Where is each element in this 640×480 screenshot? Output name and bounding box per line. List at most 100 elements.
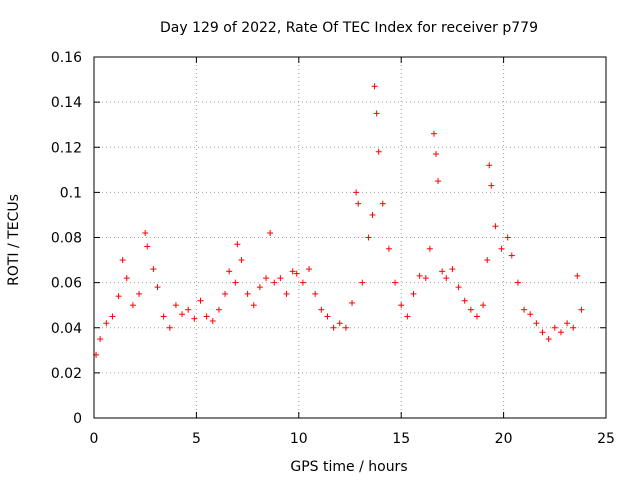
data-point [103,320,110,327]
data-point [277,275,284,282]
data-point [533,320,540,327]
data-point [574,272,581,279]
data-point [433,151,440,158]
data-point [365,234,372,241]
data-point [154,284,161,291]
data-point [467,306,474,313]
x-tick-label: 15 [392,431,410,447]
data-point [289,268,296,275]
data-points [93,83,585,358]
data-point [514,279,521,286]
data-point [306,266,313,273]
data-point [545,336,552,343]
y-tick-label: 0 [73,411,82,427]
data-point [353,189,360,196]
data-point [349,299,356,306]
data-point [123,275,130,282]
y-tick-label: 0.1 [60,185,82,201]
y-tick-label: 0.14 [51,95,82,111]
data-point [256,284,263,291]
y-tick-label: 0.12 [51,140,82,156]
data-point [392,279,399,286]
data-point [129,302,136,309]
data-point [250,302,257,309]
data-point [486,162,493,169]
data-point [234,241,241,248]
data-point [115,293,122,300]
data-point [324,313,331,320]
data-point [226,268,233,275]
data-point [185,306,192,313]
data-point [160,313,167,320]
data-point [136,290,143,297]
data-point [150,266,157,273]
y-tick-label: 0.06 [51,276,82,292]
data-point [222,290,229,297]
x-tick-label: 0 [90,431,99,447]
data-point [144,243,151,250]
axis-ticks: 0 5 10 15 20 25 0 0.02 0.04 0.06 0.08 0.1 0.12 0.14 0.… [51,50,615,447]
data-point [410,290,417,297]
data-point [191,315,198,322]
data-point [439,268,446,275]
data-point [480,302,487,309]
data-point [263,275,270,282]
data-point [293,270,300,277]
data-point [435,178,442,185]
data-point [488,182,495,189]
data-point [312,290,319,297]
data-point [564,320,571,327]
data-point [398,302,405,309]
y-tick-label: 0.02 [51,366,82,382]
data-point [267,229,274,236]
data-point [449,266,456,273]
data-point [539,329,546,336]
data-point [166,324,173,331]
data-point [318,306,325,313]
data-point [203,313,210,320]
data-point [570,324,577,331]
data-point [473,313,480,320]
data-point [430,130,437,137]
data-point [521,306,528,313]
data-point [355,200,362,207]
data-point [416,272,423,279]
data-point [492,223,499,230]
x-tick-label: 25 [597,431,615,447]
y-tick-label: 0.04 [51,321,82,337]
grid [94,57,606,418]
data-point [172,302,179,309]
y-tick-label: 0.16 [51,50,82,66]
x-tick-label: 10 [290,431,308,447]
data-point [371,83,378,90]
data-point [142,229,149,236]
data-point [215,306,222,313]
data-point [498,245,505,252]
data-point [527,311,534,318]
data-point [271,279,278,286]
data-point [557,329,564,336]
data-point [373,110,380,117]
data-point [461,297,468,304]
data-point [484,257,491,264]
data-point [97,336,104,343]
data-point [404,313,411,320]
x-tick-label: 20 [495,431,513,447]
data-point [455,284,462,291]
y-tick-label: 0.08 [51,231,82,247]
data-point [283,290,290,297]
data-point [238,257,245,264]
data-point [109,313,116,320]
x-tick-label: 5 [192,431,201,447]
data-point [369,211,376,218]
data-point [209,317,216,324]
data-point [244,290,251,297]
data-point [179,311,186,318]
data-point [232,279,239,286]
data-point [551,324,558,331]
data-point [375,148,382,155]
data-point [508,252,515,259]
data-point [426,245,433,252]
